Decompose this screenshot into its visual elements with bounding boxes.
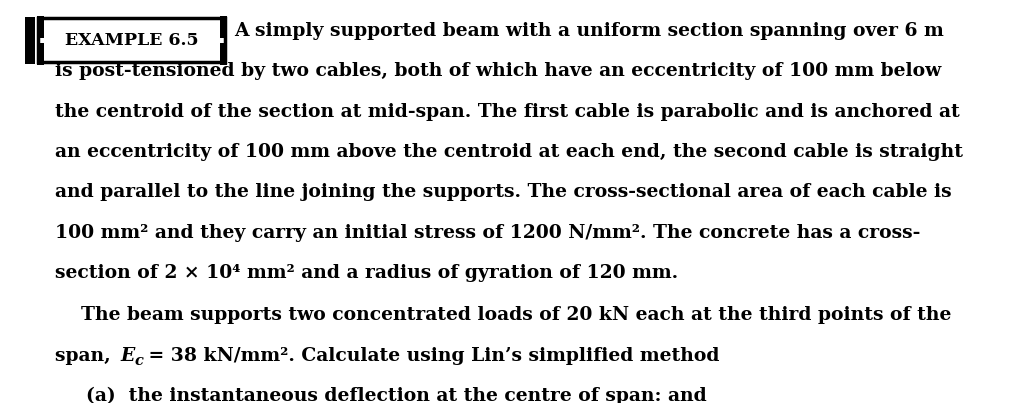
Text: The beam supports two concentrated loads of 20 kN each at the third points of th: The beam supports two concentrated loads… — [55, 306, 951, 324]
Bar — [220, 16, 227, 38]
Text: and parallel to the line joining the supports. The cross-sectional area of each : and parallel to the line joining the sup… — [55, 183, 952, 202]
Bar — [37, 43, 44, 65]
Text: an eccentricity of 100 mm above the centroid at each end, the second cable is st: an eccentricity of 100 mm above the cent… — [55, 143, 964, 161]
Text: E: E — [120, 347, 134, 365]
Bar — [220, 43, 227, 65]
Text: section of 2 × 10⁴ mm² and a radius of gyration of 120 mm.: section of 2 × 10⁴ mm² and a radius of g… — [55, 264, 679, 282]
Text: span,: span, — [55, 347, 118, 365]
Text: the centroid of the section at mid-span. The first cable is parabolic and is anc: the centroid of the section at mid-span.… — [55, 103, 961, 121]
Text: A simply supported beam with a uniform section spanning over 6 m: A simply supported beam with a uniform s… — [234, 22, 943, 40]
Text: is post-tensioned by two cables, both of which have an eccentricity of 100 mm be: is post-tensioned by two cables, both of… — [55, 62, 941, 81]
Text: 100 mm² and they carry an initial stress of 1200 N/mm². The concrete has a cross: 100 mm² and they carry an initial stress… — [55, 224, 921, 242]
Text: c: c — [134, 354, 143, 368]
Text: = 38 kN/mm². Calculate using Lin’s simplified method: = 38 kN/mm². Calculate using Lin’s simpl… — [142, 347, 719, 365]
Text: EXAMPLE 6.5: EXAMPLE 6.5 — [65, 32, 199, 49]
Bar — [37, 16, 44, 38]
Bar — [38, 18, 225, 62]
Bar — [25, 17, 35, 64]
Text: (a)  the instantaneous deflection at the centre of span: and: (a) the instantaneous deflection at the … — [86, 387, 706, 403]
